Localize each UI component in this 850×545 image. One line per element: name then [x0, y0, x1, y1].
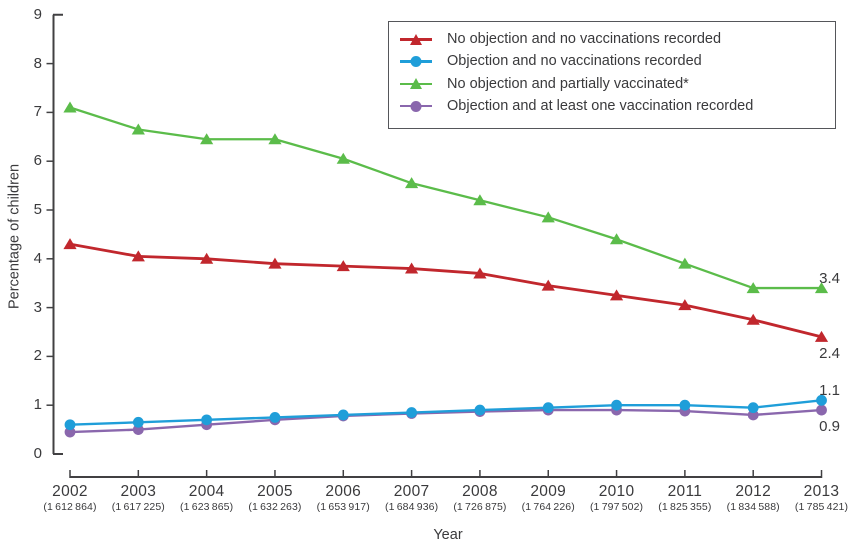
y-tick-label: 8 [33, 54, 42, 72]
legend-label: No objection and no vaccinations recorde… [447, 31, 722, 48]
end-label-no-objection-no-vacc: 2.4 [819, 344, 840, 362]
red-triangle-marker-icon [400, 33, 432, 46]
end-label-objection-no-vacc: 1.1 [819, 382, 840, 400]
x-tick-count-label: (1 632 263) [248, 501, 302, 513]
y-tick-label: 4 [33, 249, 42, 267]
legend-item: Objection and at least one vaccination r… [400, 95, 835, 117]
legend: No objection and no vaccinations recorde… [388, 21, 836, 129]
y-tick-label: 3 [33, 298, 42, 316]
blue-circle-marker-icon [400, 55, 432, 68]
x-tick-year-label: 2005 [257, 483, 293, 500]
y-tick-label: 1 [33, 396, 42, 414]
x-tick-count-label: (1 785 421) [794, 501, 849, 513]
x-tick-count-label: (1 726 875) [453, 501, 507, 513]
y-tick-label: 0 [33, 445, 42, 462]
x-tick-year-label: 2013 [803, 483, 840, 500]
x-tick-year-label: 2011 [667, 483, 703, 500]
legend-item: Objection and no vaccinations recorded [400, 50, 835, 72]
x-tick-count-label: (1 653 917) [316, 501, 370, 513]
y-tick-label: 7 [33, 103, 42, 121]
legend-item: No objection and no vaccinations recorde… [400, 28, 835, 50]
x-tick-year-label: 2006 [325, 483, 362, 500]
y-tick-label: 5 [33, 201, 42, 218]
x-tick-count-label: (1 612 864) [43, 501, 97, 513]
x-tick-year-label: 2010 [598, 483, 635, 500]
x-tick-count-label: (1 623 865) [180, 501, 234, 513]
x-tick-count-label: (1 834 588) [726, 501, 780, 513]
legend-item: No objection and partially vaccinated* [400, 73, 835, 95]
y-tick-label: 6 [33, 152, 42, 170]
x-tick-year-label: 2009 [530, 483, 567, 500]
x-tick-year-label: 2012 [735, 483, 772, 500]
green-triangle-marker-icon [400, 77, 432, 90]
x-tick-year-label: 2007 [393, 483, 430, 500]
legend-label: Objection and no vaccinations recorded [447, 53, 702, 70]
x-tick-count-label: (1 797 502) [589, 501, 644, 513]
y-tick-label: 9 [33, 5, 42, 23]
x-tick-year-label: 2004 [188, 483, 225, 500]
x-tick-count-label: (1 764 226) [521, 501, 575, 513]
end-label-objection-one-vacc: 0.9 [819, 418, 840, 436]
legend-label: No objection and partially vaccinated* [447, 75, 689, 92]
x-tick-year-label: 2002 [52, 483, 88, 500]
x-tick-count-label: (1 825 355) [658, 501, 712, 513]
end-label-partially-vaccinated: 3.4 [819, 270, 840, 288]
y-tick-label: 2 [33, 347, 42, 365]
purple-circle-marker-icon [400, 100, 432, 113]
x-tick-count-label: (1 684 936) [385, 501, 439, 513]
x-tick-count-label: (1 617 225) [111, 501, 165, 513]
legend-label: Objection and at least one vaccination r… [447, 98, 754, 115]
x-tick-year-label: 2008 [462, 483, 498, 500]
x-axis-title: Year [433, 527, 463, 543]
x-tick-year-label: 2003 [120, 483, 157, 500]
